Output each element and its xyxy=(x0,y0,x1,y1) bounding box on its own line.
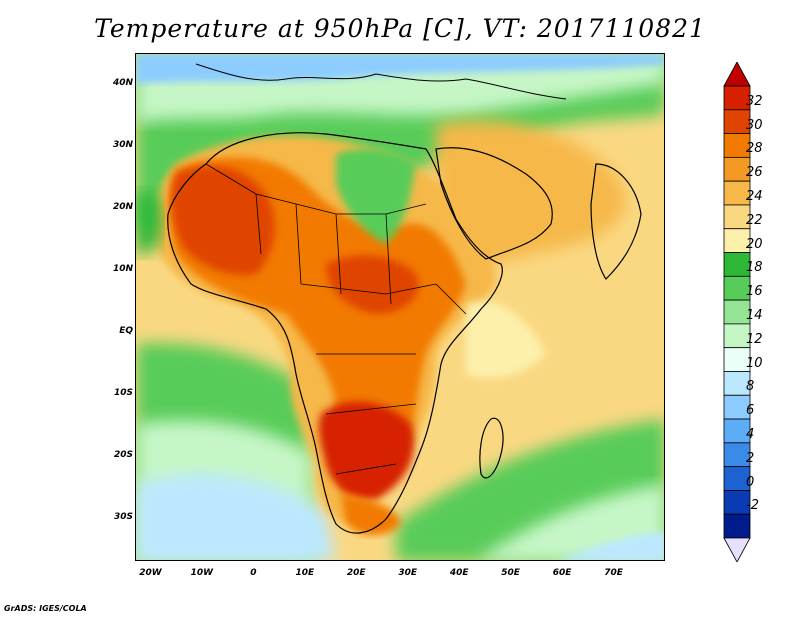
longitude-tick: 0 xyxy=(250,568,257,578)
colorbar-label: 24 xyxy=(746,189,763,205)
africa-hot-south xyxy=(318,401,415,500)
india-coastline xyxy=(590,163,642,280)
colorbar-label: 20 xyxy=(746,236,763,252)
colorbar-label: 4 xyxy=(746,426,755,442)
longitude-tick: 10E xyxy=(295,568,315,578)
colorbar-label: 6 xyxy=(746,403,755,419)
west-ocean-green xyxy=(136,191,163,254)
latitude-axis: 40N 30N 20N 10N EQ 10S 20S 30S xyxy=(93,0,133,618)
longitude-tick: 30E xyxy=(398,568,418,578)
latitude-tick: 10N xyxy=(112,263,133,274)
europe-coastline xyxy=(195,63,567,100)
africa-hot-west xyxy=(171,165,275,275)
map-title: Temperature at 950hPa [C], VT: 201711082… xyxy=(94,14,706,43)
colorbar-label: 16 xyxy=(746,284,763,300)
colorbar-swatch xyxy=(723,513,751,539)
colorbar-label: 8 xyxy=(746,379,755,395)
temperature-map xyxy=(135,53,665,561)
arabia-coastline xyxy=(435,147,553,260)
colorbar-label: 12 xyxy=(746,331,763,347)
longitude-tick: 20E xyxy=(346,568,366,578)
credit-footer: GrADS: IGES/COLA xyxy=(4,604,87,613)
colorbar-label: 28 xyxy=(746,141,763,157)
africa-coastline xyxy=(167,132,503,534)
latitude-tick: EQ xyxy=(119,325,133,336)
south-east-blue xyxy=(560,532,664,560)
north-blue xyxy=(136,54,664,84)
madagascar-coastline xyxy=(479,417,504,479)
latitude-tick: 30N xyxy=(112,139,133,150)
south-light-blue xyxy=(136,474,336,560)
latitude-tick: 20N xyxy=(112,201,133,212)
colorbar-label: 18 xyxy=(746,260,763,276)
colorbar-label: 32 xyxy=(746,93,763,109)
cape-orange xyxy=(341,494,401,536)
colorbar-label: 26 xyxy=(746,165,763,181)
colorbar-label: 10 xyxy=(746,355,763,371)
east-coast-light xyxy=(466,301,546,378)
longitude-tick: 50E xyxy=(501,568,520,578)
map-canvas xyxy=(136,54,664,560)
colorbar-label: 14 xyxy=(746,308,763,323)
colorbar-label: 22 xyxy=(746,212,763,228)
colorbar xyxy=(723,62,751,562)
latitude-tick: 40N xyxy=(112,77,133,88)
colorbar-over-triangle xyxy=(723,62,751,87)
longitude-tick: 20W xyxy=(139,568,162,578)
colorbar-label: -2 xyxy=(746,498,759,514)
latitude-tick: 30S xyxy=(113,511,133,522)
longitude-tick: 10W xyxy=(190,568,214,578)
colorbar-label: 2 xyxy=(746,450,755,466)
latitude-tick: 10S xyxy=(113,387,133,398)
colorbar-label: 30 xyxy=(746,117,763,133)
latitude-tick: 20S xyxy=(113,449,133,460)
longitude-tick: 40E xyxy=(449,568,469,578)
arabia-warm xyxy=(436,120,626,274)
country-borders xyxy=(205,163,467,475)
colorbar-under-triangle xyxy=(723,537,751,562)
longitude-tick: 60E xyxy=(552,568,572,578)
nile-green xyxy=(336,148,416,244)
longitude-tick: 70E xyxy=(604,568,623,578)
colorbar-label: 0 xyxy=(746,474,755,490)
africa-hot-central xyxy=(326,255,419,314)
